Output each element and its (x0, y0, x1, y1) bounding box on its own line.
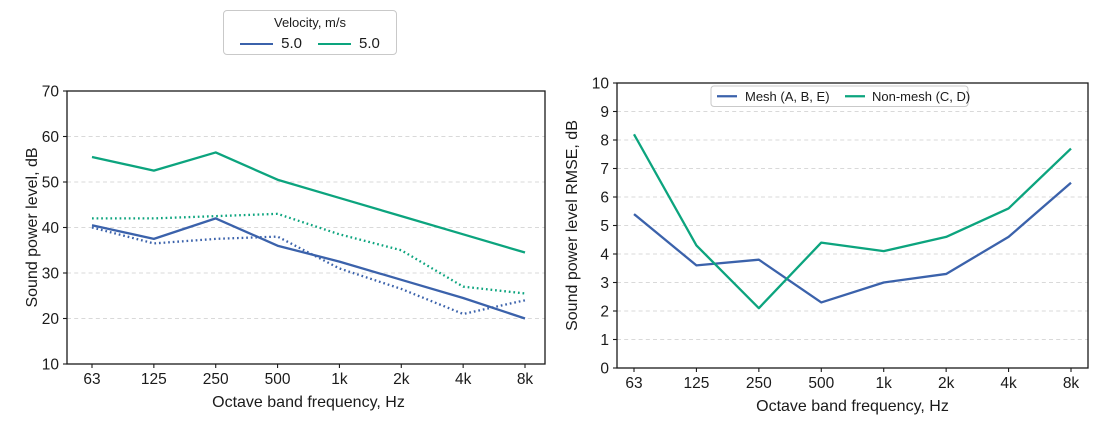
x-axis-label: Octave band frequency, Hz (756, 398, 949, 415)
x-tick-label: 2k (938, 375, 955, 392)
x-tick-label: 125 (683, 375, 709, 392)
x-tick-label: 500 (808, 375, 834, 392)
left-chart-sound-power-level: 10 20 30 40 50 60 70 63 125 250 500 1k 2k 4k 8k Octave … (24, 84, 546, 411)
legend-line-swatch-blue (240, 42, 274, 45)
y-axis-label: Sound power level RMSE, dB (564, 120, 581, 331)
legend-line-swatch-green (318, 42, 351, 45)
x-tick-label: 125 (141, 371, 167, 388)
figure-legend-entries: 5.0 5.0 (232, 35, 388, 52)
y-tick-label: 60 (42, 129, 60, 146)
x-tick-label: 2k (393, 371, 410, 388)
axes-legend-box (710, 85, 969, 107)
series-line-Mesh (A, B, E) (633, 181, 1072, 304)
x-tick-label: 1k (331, 371, 348, 388)
y-tick-label: 4 (600, 247, 609, 264)
axes-spines (616, 82, 1089, 369)
series-line-velocity-5.0-green-solid (91, 151, 526, 254)
y-tick-label: 10 (42, 357, 60, 374)
right-chart-sound-power-level-rmse: 0 1 2 3 4 5 6 7 8 9 10 63 125 250 500 1k 2k 4k 8k Octave ba… (564, 76, 1089, 415)
x-tick-label: 500 (265, 371, 291, 388)
figure-legend: Velocity, m/s 5.0 5.0 (223, 10, 397, 55)
y-tick-label: 5 (600, 218, 609, 235)
y-tick-label: 40 (42, 220, 60, 237)
figure-legend-title: Velocity, m/s (273, 15, 346, 30)
x-tick-label: 1k (876, 375, 893, 392)
y-tick-label: 7 (600, 161, 609, 178)
legend-entry-label: Non-mesh (C, D) (872, 89, 970, 104)
series-line-Non-mesh (C, D) (632, 133, 1072, 310)
y-tick-label: 50 (42, 175, 60, 192)
series-line-velocity-5.0-blue-solid (91, 217, 526, 320)
x-tick-label: 250 (746, 375, 772, 392)
y-tick-label: 2 (600, 304, 609, 321)
y-axis-label: Sound power level, dB (24, 147, 41, 307)
x-tick-label: 250 (203, 371, 229, 388)
y-tick-label: 20 (42, 311, 60, 328)
x-tick-label: 8k (1063, 375, 1080, 392)
x-tick-label: 63 (625, 375, 642, 392)
y-tick-label: 70 (42, 84, 60, 101)
x-tick-label: 4k (455, 371, 472, 388)
y-tick-label: 0 (600, 361, 609, 378)
y-tick-label: 1 (600, 332, 609, 349)
y-tick-label: 3 (600, 275, 609, 292)
x-axis-label: Octave band frequency, Hz (212, 394, 405, 411)
legend-entry-label: Mesh (A, B, E) (745, 89, 830, 104)
legend-entry-label: 5.0 (359, 35, 380, 52)
series-line-velocity-5.0-blue-dotted (91, 226, 526, 316)
y-tick-label: 10 (592, 76, 610, 93)
y-tick-label: 30 (42, 266, 60, 283)
x-tick-label: 8k (517, 371, 534, 388)
x-tick-label: 63 (83, 371, 100, 388)
y-tick-label: 6 (600, 190, 609, 207)
x-tick-label: 4k (1000, 375, 1017, 392)
y-tick-label: 8 (600, 133, 609, 150)
y-tick-label: 9 (600, 104, 609, 121)
legend-entry-label: 5.0 (281, 35, 302, 52)
